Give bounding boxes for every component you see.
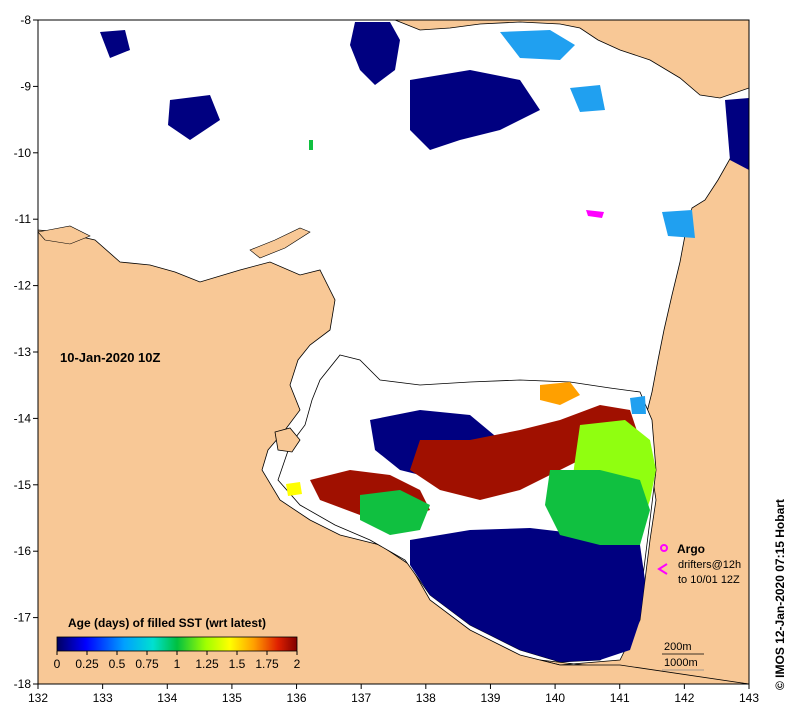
sst-patch-north-b	[410, 70, 540, 150]
sst-patch-north-light-c	[662, 210, 695, 238]
x-tick-label: 135	[222, 691, 242, 705]
legend-tick-label: 0.75	[135, 657, 159, 671]
legend-tick-label: 0.25	[75, 657, 99, 671]
sst-patch-magenta	[586, 210, 604, 218]
sst-patch-north-e	[725, 98, 749, 170]
sst-patch-north-light-a	[500, 30, 575, 60]
sst-patch-north-light-d	[630, 396, 646, 414]
legend-tick-label: 1.5	[229, 657, 246, 671]
land-groote-eylandt	[274, 427, 301, 453]
drifter-marker-icon	[657, 563, 668, 575]
depth-contour-key: 200m 1000m	[662, 641, 704, 671]
x-tick-label: 133	[93, 691, 113, 705]
depth-200-label: 200m	[664, 641, 692, 653]
legend-ticks: 0 0.25 0.5 0.75 1 1.25 1.5 1.75 2	[54, 651, 301, 671]
depth-1000-label: 1000m	[664, 657, 698, 669]
land-cape-york	[539, 119, 749, 684]
x-tick-label: 142	[674, 691, 694, 705]
sst-patch-north-c	[100, 30, 130, 58]
x-tick-label: 138	[416, 691, 436, 705]
argo-marker-icon	[660, 544, 668, 552]
x-axis: 132 133 134 135 136 137 138 139 140 141 142 143	[28, 684, 759, 705]
argo-legend: Argo drifters@12h to 10/01 12Z	[657, 542, 741, 586]
sst-patch-age-0	[410, 528, 645, 662]
y-tick-label: -12	[14, 279, 32, 293]
y-tick-label: -13	[14, 345, 32, 359]
legend-tick-label: 2	[294, 657, 301, 671]
y-tick-label: -14	[14, 411, 32, 425]
legend-tick-label: 1	[174, 657, 181, 671]
legend-tick-label: 1.75	[255, 657, 279, 671]
sst-patch-age-1	[545, 470, 650, 545]
x-tick-label: 140	[545, 691, 565, 705]
y-tick-label: -8	[20, 13, 31, 27]
land-wessel-islands	[249, 227, 311, 259]
sst-patch-green-small	[309, 140, 313, 150]
sst-patch-north-light-b	[570, 85, 605, 112]
sst-patch-age-1-b	[360, 490, 430, 535]
y-tick-label: -10	[14, 146, 32, 160]
legend-tick-label: 0	[54, 657, 61, 671]
date-label: 10-Jan-2020 10Z	[60, 350, 161, 365]
y-tick-label: -11	[15, 212, 32, 226]
drifter-label-line1: drifters@12h	[678, 559, 741, 571]
sst-patch-age-1-75	[540, 382, 580, 405]
y-tick-label: -9	[20, 79, 31, 93]
argo-label: Argo	[677, 542, 705, 556]
x-tick-label: 143	[739, 691, 759, 705]
sst-patch-age-1-5	[286, 482, 302, 496]
legend-colorbar	[56, 636, 298, 652]
x-tick-label: 132	[28, 691, 48, 705]
x-tick-label: 136	[287, 691, 307, 705]
x-tick-label: 139	[480, 691, 500, 705]
y-tick-label: -16	[14, 544, 32, 558]
legend-title: Age (days) of filled SST (wrt latest)	[68, 616, 266, 630]
sst-patch-north-a	[350, 22, 400, 85]
credit-text: © IMOS 12-Jan-2020 07:15 Hobart	[773, 499, 787, 690]
x-tick-label: 141	[610, 691, 630, 705]
y-tick-label: -18	[14, 677, 32, 691]
y-tick-label: -17	[14, 611, 32, 625]
drifter-label-line2: to 10/01 12Z	[678, 574, 740, 586]
sst-patch-north-d	[168, 95, 220, 140]
land-arnhem-land	[38, 229, 749, 684]
x-tick-label: 137	[351, 691, 371, 705]
legend-tick-label: 1.25	[195, 657, 219, 671]
y-tick-label: -15	[14, 478, 32, 492]
land-new-guinea	[394, 20, 749, 99]
y-axis: -8 -9 -10 -11 -12 -13 -14 -15 -16 -17 -18	[14, 13, 38, 691]
land-melville-island	[38, 225, 91, 245]
x-tick-label: 134	[157, 691, 177, 705]
legend-tick-label: 0.5	[109, 657, 126, 671]
